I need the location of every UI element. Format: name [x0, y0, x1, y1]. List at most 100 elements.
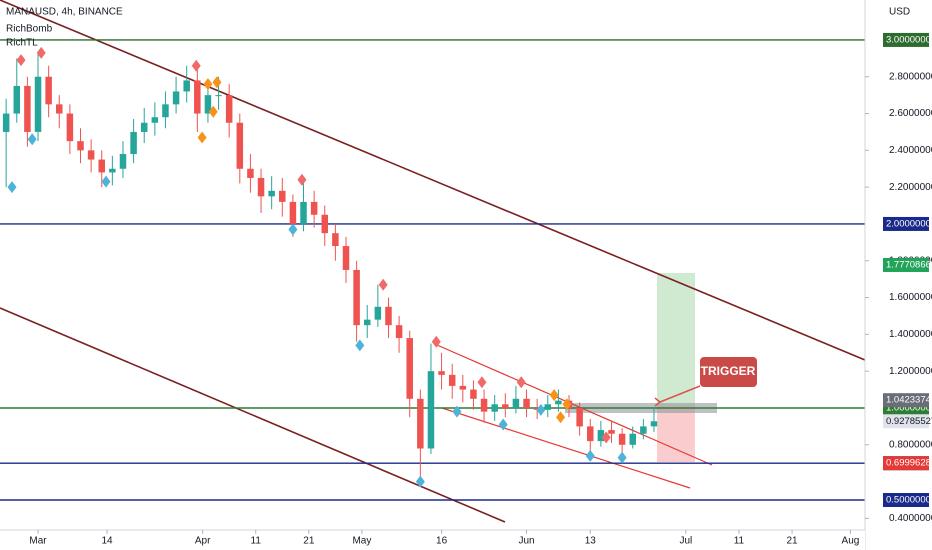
candle-body	[448, 374, 456, 386]
candle-body	[629, 433, 636, 445]
candle-body	[310, 201, 318, 215]
candle-body	[225, 95, 233, 123]
candle-body	[2, 113, 10, 132]
candle-body	[650, 421, 658, 427]
x-tick-label: 11	[251, 536, 262, 547]
signal-marker	[101, 175, 111, 188]
candle-body	[56, 104, 63, 114]
candle-body	[204, 95, 212, 114]
signal-marker	[585, 449, 595, 462]
signal-marker	[562, 398, 572, 411]
candle-body	[587, 426, 594, 442]
wedge-lower	[441, 407, 691, 489]
signal-marker	[556, 411, 566, 424]
chart-title: MANAUSD, 4h, BINANCE	[6, 7, 123, 18]
signal-marker	[378, 278, 388, 291]
candle-body	[342, 246, 350, 270]
price-label-box	[883, 257, 929, 272]
candle-body	[289, 201, 297, 224]
x-tick-label: 16	[436, 536, 448, 547]
candle-body	[172, 91, 180, 105]
candle-body	[502, 404, 509, 408]
signal-marker	[516, 376, 526, 389]
level-label: 1.00000000	[886, 403, 932, 414]
trigger-arrow	[659, 385, 701, 403]
candle-body	[300, 201, 307, 224]
x-tick-label: 13	[585, 536, 597, 547]
signal-marker	[208, 105, 218, 118]
y-tick-label: 2.20000000	[889, 182, 932, 193]
level-label: 3.00000000	[886, 34, 932, 45]
channel-upper	[0, 0, 866, 361]
candle-body	[98, 159, 105, 173]
candle-body	[555, 400, 562, 405]
candle-body	[183, 80, 190, 92]
candle-body	[512, 398, 520, 408]
x-tick-label: May	[352, 536, 371, 547]
y-tick-label: 2.80000000	[889, 71, 932, 82]
signal-marker	[27, 133, 37, 146]
candle-body	[480, 398, 488, 412]
candle-body	[608, 430, 615, 434]
candle-body	[119, 154, 127, 169]
y-tick-label: 1.40000000	[889, 329, 932, 340]
signal-marker	[7, 181, 17, 194]
candle-body	[374, 306, 382, 320]
price-label-box	[883, 393, 929, 408]
signal-marker	[197, 131, 207, 144]
signal-marker	[498, 418, 508, 431]
candle-body	[417, 398, 424, 449]
signal-marker	[191, 59, 201, 72]
candle-body	[236, 122, 244, 169]
candle-body	[45, 76, 52, 105]
signal-marker	[452, 405, 462, 418]
level-label-box	[883, 493, 929, 508]
x-tick-label: 14	[101, 536, 113, 547]
signal-marker	[536, 403, 546, 416]
indicator-label: RichTL	[6, 38, 38, 49]
price-label: 1.04233749	[886, 395, 932, 406]
candle-body	[470, 389, 477, 399]
currency-label: USD	[889, 7, 910, 18]
trigger-arrow-head	[654, 397, 662, 407]
signal-marker	[355, 339, 365, 352]
candle-body	[279, 190, 286, 202]
level-label-box	[883, 32, 929, 47]
candle-body	[321, 214, 329, 234]
candle-body	[597, 430, 605, 442]
signal-marker	[617, 451, 627, 464]
candle-body	[491, 404, 498, 412]
signal-marker	[212, 76, 222, 89]
trigger-box	[700, 357, 757, 387]
x-tick-label: 11	[734, 536, 745, 547]
candle-body	[151, 117, 159, 123]
signal-marker	[477, 376, 487, 389]
candle-body	[353, 269, 360, 326]
x-tick-label: Jun	[518, 536, 534, 547]
y-tick-label: 0.40000000	[889, 513, 932, 524]
candle-body	[438, 371, 445, 375]
candle-body	[395, 325, 403, 339]
price-label: 0.69996289	[886, 458, 932, 469]
target-zone	[657, 273, 695, 405]
x-tick-label: Aug	[842, 536, 860, 547]
signal-marker	[431, 335, 441, 348]
candle-body	[130, 131, 137, 155]
candle-body	[257, 177, 265, 197]
x-tick-label: Jul	[679, 536, 692, 547]
y-tick-label: 2.40000000	[889, 145, 932, 156]
candle-body	[363, 319, 371, 326]
trigger-label: TRIGGER	[701, 364, 756, 378]
x-tick-label: Mar	[29, 536, 47, 547]
candle-body	[24, 85, 31, 132]
signal-marker	[601, 431, 611, 444]
stop-zone	[657, 405, 695, 462]
signal-marker	[16, 54, 26, 67]
candle-body	[459, 385, 467, 390]
price-label: 1.77708668	[886, 259, 932, 270]
candle-body	[544, 404, 552, 410]
candle-body	[247, 168, 254, 178]
wedge-upper	[436, 344, 713, 466]
candle-body	[77, 141, 84, 151]
